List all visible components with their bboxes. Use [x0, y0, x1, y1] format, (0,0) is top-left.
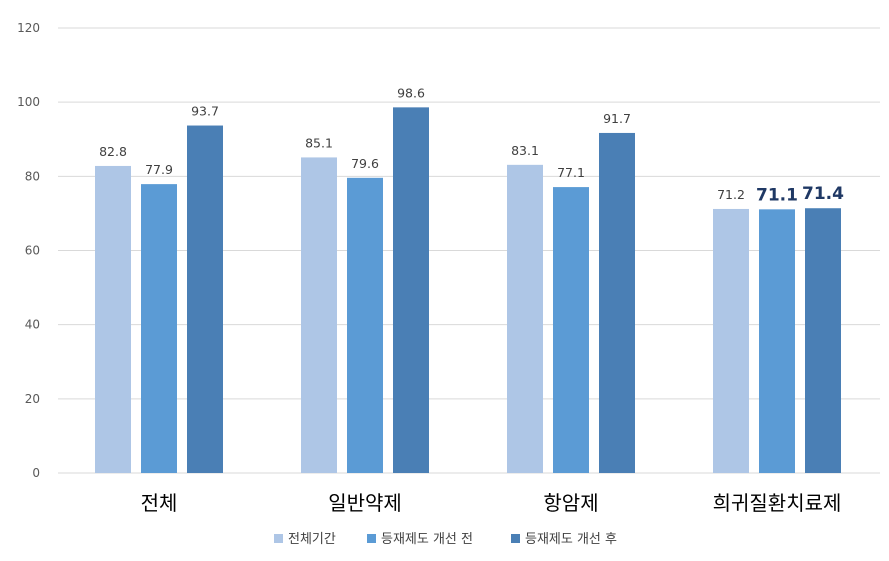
data-label: 93.7 [191, 104, 219, 119]
category-label: 전체 [141, 491, 178, 515]
category-label: 일반약제 [328, 491, 402, 515]
gridlines [58, 27, 880, 474]
bar-3-0 [713, 208, 749, 473]
data-label: 71.2 [717, 187, 745, 202]
legend-swatch [511, 534, 520, 543]
y-tick-label: 40 [25, 318, 40, 332]
bar-1-1 [347, 177, 383, 474]
y-tick-label: 120 [17, 21, 40, 35]
data-label: 71.4 [802, 184, 844, 204]
bar-2-2 [599, 132, 635, 473]
legend-swatch [274, 534, 283, 543]
bar-0-1 [141, 184, 177, 473]
data-label: 71.1 [756, 185, 798, 205]
y-axis-ticks: 0 20 40 60 80 100 120 [17, 21, 40, 480]
bar-2-1 [553, 187, 589, 473]
data-label: 77.1 [557, 165, 585, 180]
bar-3-2 [805, 208, 841, 473]
y-tick-label: 80 [25, 169, 40, 183]
bars [95, 107, 841, 474]
data-label: 82.8 [99, 144, 127, 159]
bar-0-2 [187, 125, 223, 473]
legend-label: 등재제도 개선 전 [381, 532, 473, 547]
bar-2-0 [507, 164, 543, 473]
data-labels: 82.8 77.9 93.7 85.1 79.6 98.6 83.1 77.1 91.7 71.2… [99, 85, 844, 205]
category-labels: 전체 일반약제 항암제 희귀질환치료제 [141, 491, 842, 515]
bar-3-1 [759, 209, 795, 473]
data-label: 77.9 [145, 162, 173, 177]
y-tick-label: 60 [25, 244, 40, 258]
legend-label: 전체기간 [288, 532, 336, 547]
bar-1-0 [301, 157, 337, 473]
y-tick-label: 100 [17, 95, 40, 109]
data-label: 91.7 [603, 111, 631, 126]
data-label: 83.1 [511, 143, 539, 158]
data-label: 85.1 [305, 135, 333, 150]
bar-0-0 [95, 165, 131, 473]
category-label: 항암제 [543, 491, 598, 515]
category-label: 희귀질환치료제 [713, 491, 842, 515]
legend: 전체기간 등재제도 개선 전 등재제도 개선 후 [274, 532, 617, 547]
bar-1-2 [393, 107, 429, 473]
data-label: 79.6 [351, 156, 379, 171]
y-tick-label: 0 [32, 466, 40, 480]
legend-label: 등재제도 개선 후 [525, 532, 617, 547]
legend-swatch [367, 534, 376, 543]
y-tick-label: 20 [25, 392, 40, 406]
data-label: 98.6 [397, 85, 425, 100]
